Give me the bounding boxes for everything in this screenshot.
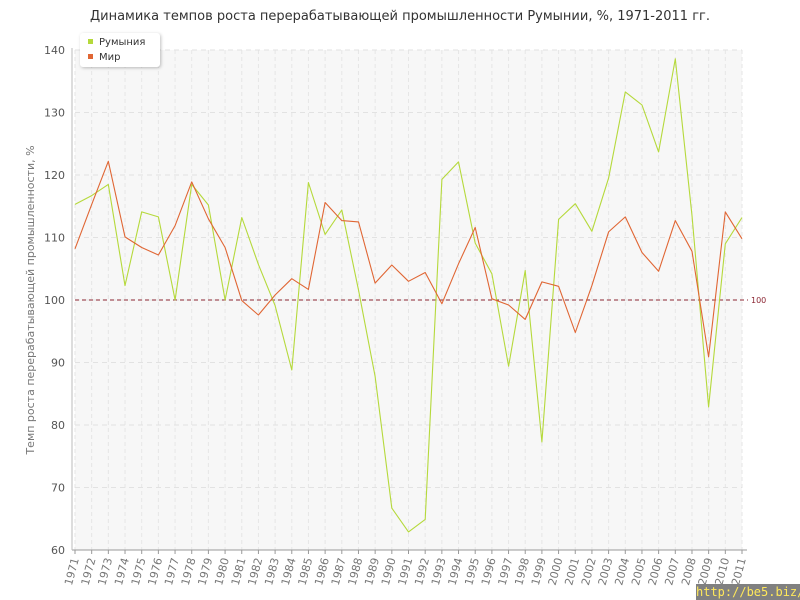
legend: Румыния Мир — [80, 33, 160, 67]
y-tick-label: 120 — [44, 169, 65, 182]
series-line-world — [74, 160, 743, 358]
y-tick-label: 70 — [51, 482, 65, 495]
reference-line-label: 100 — [751, 296, 766, 305]
legend-label: Мир — [99, 52, 121, 63]
legend-item-romania[interactable]: Румыния — [88, 37, 145, 49]
y-tick-label: 60 — [51, 544, 65, 557]
watermark-link[interactable]: http://be5.biz/ — [696, 584, 800, 600]
legend-item-world[interactable]: Мир — [88, 52, 120, 64]
legend-swatch — [88, 53, 93, 59]
y-tick-label: 130 — [44, 107, 65, 120]
y-axis-label: Темп роста перерабатывающей промышленнос… — [24, 145, 37, 455]
x-tick-label: 2011 — [729, 556, 749, 586]
legend-label: Румыния — [99, 37, 146, 48]
series-line-romania — [74, 58, 743, 533]
y-tick-label: 80 — [51, 419, 65, 432]
y-tick-label: 110 — [44, 232, 65, 245]
y-tick-label: 100 — [44, 294, 65, 307]
y-tick-label: 90 — [51, 357, 65, 370]
legend-swatch — [88, 38, 93, 44]
y-tick-label: 140 — [44, 44, 65, 57]
chart-title: Динамика темпов роста перерабатывающей п… — [89, 9, 710, 24]
